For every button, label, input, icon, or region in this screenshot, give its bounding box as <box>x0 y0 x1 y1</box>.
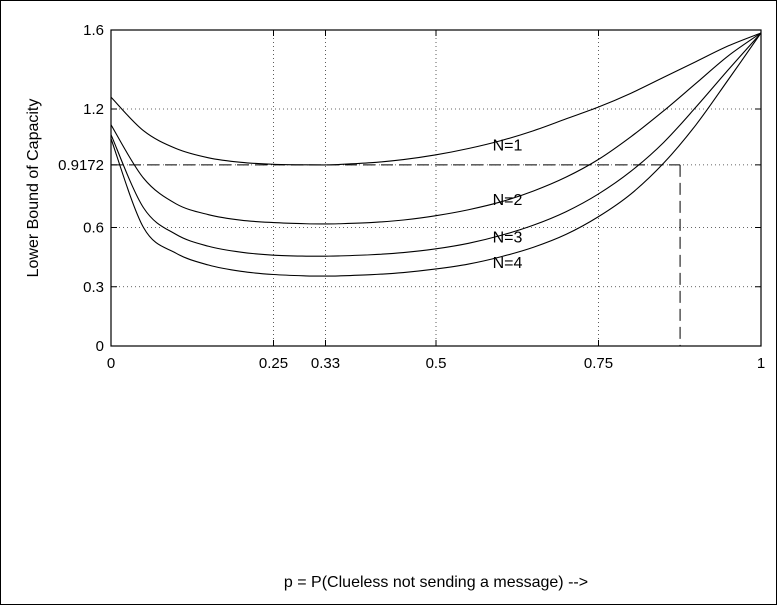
axis-ticks: 0 0.25 0.33 0.5 0.75 1 0 0.3 0.6 0.9172 1.2 1.6 <box>58 22 765 372</box>
x-tick-label: 0 <box>107 355 115 372</box>
series-annotations: N=1 N=2 N=3 N=4 <box>493 137 523 272</box>
y-tick-label: 1.6 <box>83 22 104 39</box>
reference-lines <box>111 164 681 346</box>
y-tick-label: 1.2 <box>83 101 104 118</box>
x-axis-label: p = P(Clueless not sending a message) --… <box>284 574 588 591</box>
series-annotation: N=1 <box>493 137 523 154</box>
x-tick-label: 0.33 <box>311 355 340 372</box>
series-annotation: N=2 <box>493 192 523 209</box>
x-tick-label: 0.75 <box>584 355 613 372</box>
series-annotation: N=3 <box>493 229 523 246</box>
series-line-n3 <box>110 32 762 257</box>
y-axis-label: Lower Bound of Capacity <box>25 99 42 278</box>
y-tick-label: 0.9172 <box>58 157 104 174</box>
x-tick-label: 0.25 <box>259 355 288 372</box>
x-tick-label: 0.5 <box>426 355 447 372</box>
series-annotation: N=4 <box>493 255 523 272</box>
x-tick-label: 1 <box>757 355 765 372</box>
y-tick-label: 0.6 <box>83 220 104 237</box>
series-lines <box>110 32 762 277</box>
y-tick-label: 0 <box>96 338 104 355</box>
series-line-n4 <box>110 32 762 277</box>
series-line-n2 <box>110 32 762 225</box>
series-line-n1 <box>110 32 762 166</box>
y-tick-label: 0.3 <box>83 279 104 296</box>
